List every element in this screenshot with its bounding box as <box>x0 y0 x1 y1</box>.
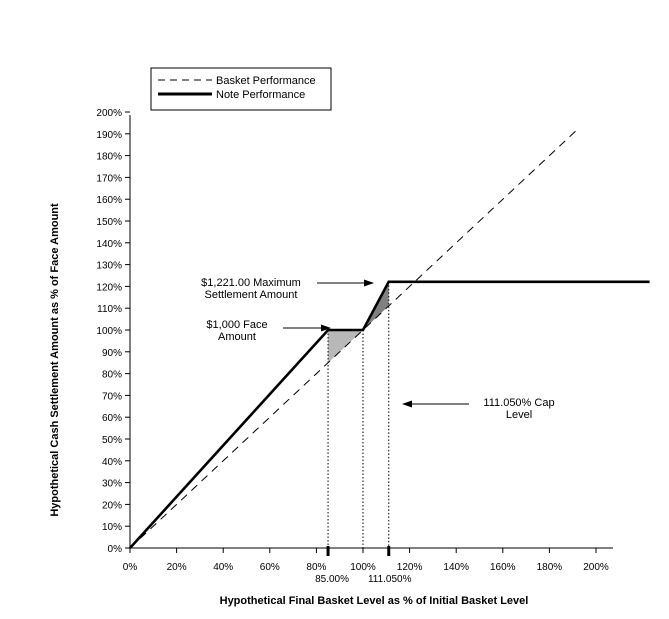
x-tick-label: 60% <box>260 562 280 573</box>
annotation-max-settlement: $1,221.00 Maximum Settlement Amount <box>201 277 374 301</box>
y-tick-label: 30% <box>102 479 122 490</box>
annotation-cap-level: 111.050% Cap Level <box>402 397 555 421</box>
y-tick-label: 60% <box>102 413 122 424</box>
x-axis-title: Hypothetical Final Basket Level as % of … <box>220 595 529 607</box>
legend-note-label: Note Performance <box>216 89 305 101</box>
extra-x-tick-label: 111.050% <box>368 574 412 585</box>
annotation-cap-line2: Level <box>506 409 532 421</box>
y-tick-label: 160% <box>96 195 122 206</box>
annotation-max-line2: Settlement Amount <box>205 289 298 301</box>
series-layer <box>129 126 650 549</box>
x-tick-label: 200% <box>583 562 609 573</box>
annotation-cap-line1: 111.050% Cap <box>483 397 554 409</box>
y-tick-label: 40% <box>102 457 122 468</box>
y-tick-label: 120% <box>96 282 122 293</box>
y-tick-label: 100% <box>96 326 122 337</box>
y-tick-label: 0% <box>108 544 123 555</box>
x-tick-label: 0% <box>123 562 138 573</box>
legend: Basket Performance Note Performance <box>150 67 332 111</box>
legend-basket-label: Basket Performance <box>216 75 316 87</box>
y-tick-label: 140% <box>96 239 122 250</box>
y-tick-label: 130% <box>96 261 122 272</box>
y-tick-label: 150% <box>96 217 122 228</box>
basket-performance-line <box>129 126 581 549</box>
x-tick-label: 40% <box>213 562 233 573</box>
vertical-reference-lines <box>327 281 390 548</box>
y-tick-label: 200% <box>96 108 122 119</box>
x-tick-label: 20% <box>167 562 187 573</box>
y-tick-label: 170% <box>96 173 122 184</box>
x-tick-label: 100% <box>350 562 376 573</box>
annotation-face-line1: $1,000 Face <box>206 319 267 331</box>
y-tick-label: 10% <box>102 522 122 533</box>
y-tick-label: 90% <box>102 348 122 359</box>
y-tick-label: 70% <box>102 391 122 402</box>
y-tick-label: 180% <box>96 152 122 163</box>
annotation-face-line2: Amount <box>218 331 256 343</box>
y-tick-label: 80% <box>102 370 122 381</box>
x-tick-label: 80% <box>306 562 326 573</box>
y-tick-label: 20% <box>102 500 122 511</box>
x-tick-label: 160% <box>490 562 516 573</box>
note-performance-line <box>129 280 650 549</box>
legend-box <box>150 67 332 111</box>
x-axis-ticks: 0% 20% 40% 60% 80% 100% 120% 140% 160% 180% 200% <box>123 548 609 573</box>
y-tick-label: 110% <box>97 304 122 315</box>
annotation-face-amount: $1,000 Face Amount <box>206 319 331 343</box>
shaded-regions <box>328 281 389 363</box>
annotation-max-line1: $1,221.00 Maximum <box>201 277 301 289</box>
y-axis-ticks: 0% 10% 20% 30% 40% 50% 60% 70% 80% 90% 100% 110% 120… <box>96 108 130 555</box>
y-axis-title: Hypothetical Cash Settlement Amount as %… <box>49 203 61 517</box>
x-tick-label: 180% <box>537 562 563 573</box>
extra-x-tick-label: 85.00% <box>315 574 349 585</box>
y-tick-label: 50% <box>102 435 122 446</box>
y-tick-label: 190% <box>96 130 122 141</box>
x-tick-label: 140% <box>443 562 469 573</box>
x-tick-label: 120% <box>397 562 423 573</box>
